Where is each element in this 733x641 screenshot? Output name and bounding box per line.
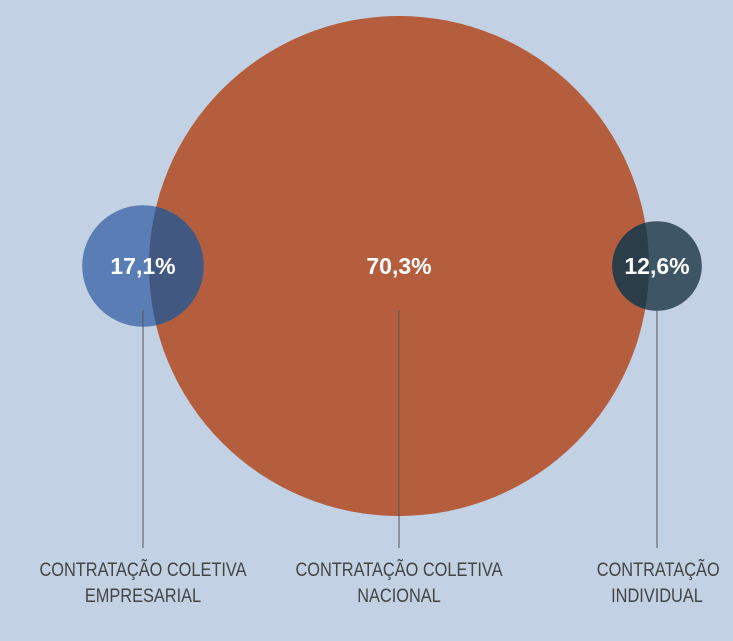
- bubble-overlap: [612, 221, 649, 311]
- category-label: CONTRATAÇÃO COLETIVA EMPRESARIAL: [39, 560, 247, 607]
- category-label: CONTRATAÇÃO COLETIVA NACIONAL: [295, 560, 503, 607]
- value-label: 70,3%: [366, 253, 431, 279]
- category-label: CONTRATAÇÃO INDIVIDUAL: [596, 560, 720, 607]
- value-label: 12,6%: [624, 253, 689, 279]
- bubble: [149, 16, 649, 516]
- bubble-overlap: [149, 205, 204, 327]
- value-label: 17,1%: [110, 253, 175, 279]
